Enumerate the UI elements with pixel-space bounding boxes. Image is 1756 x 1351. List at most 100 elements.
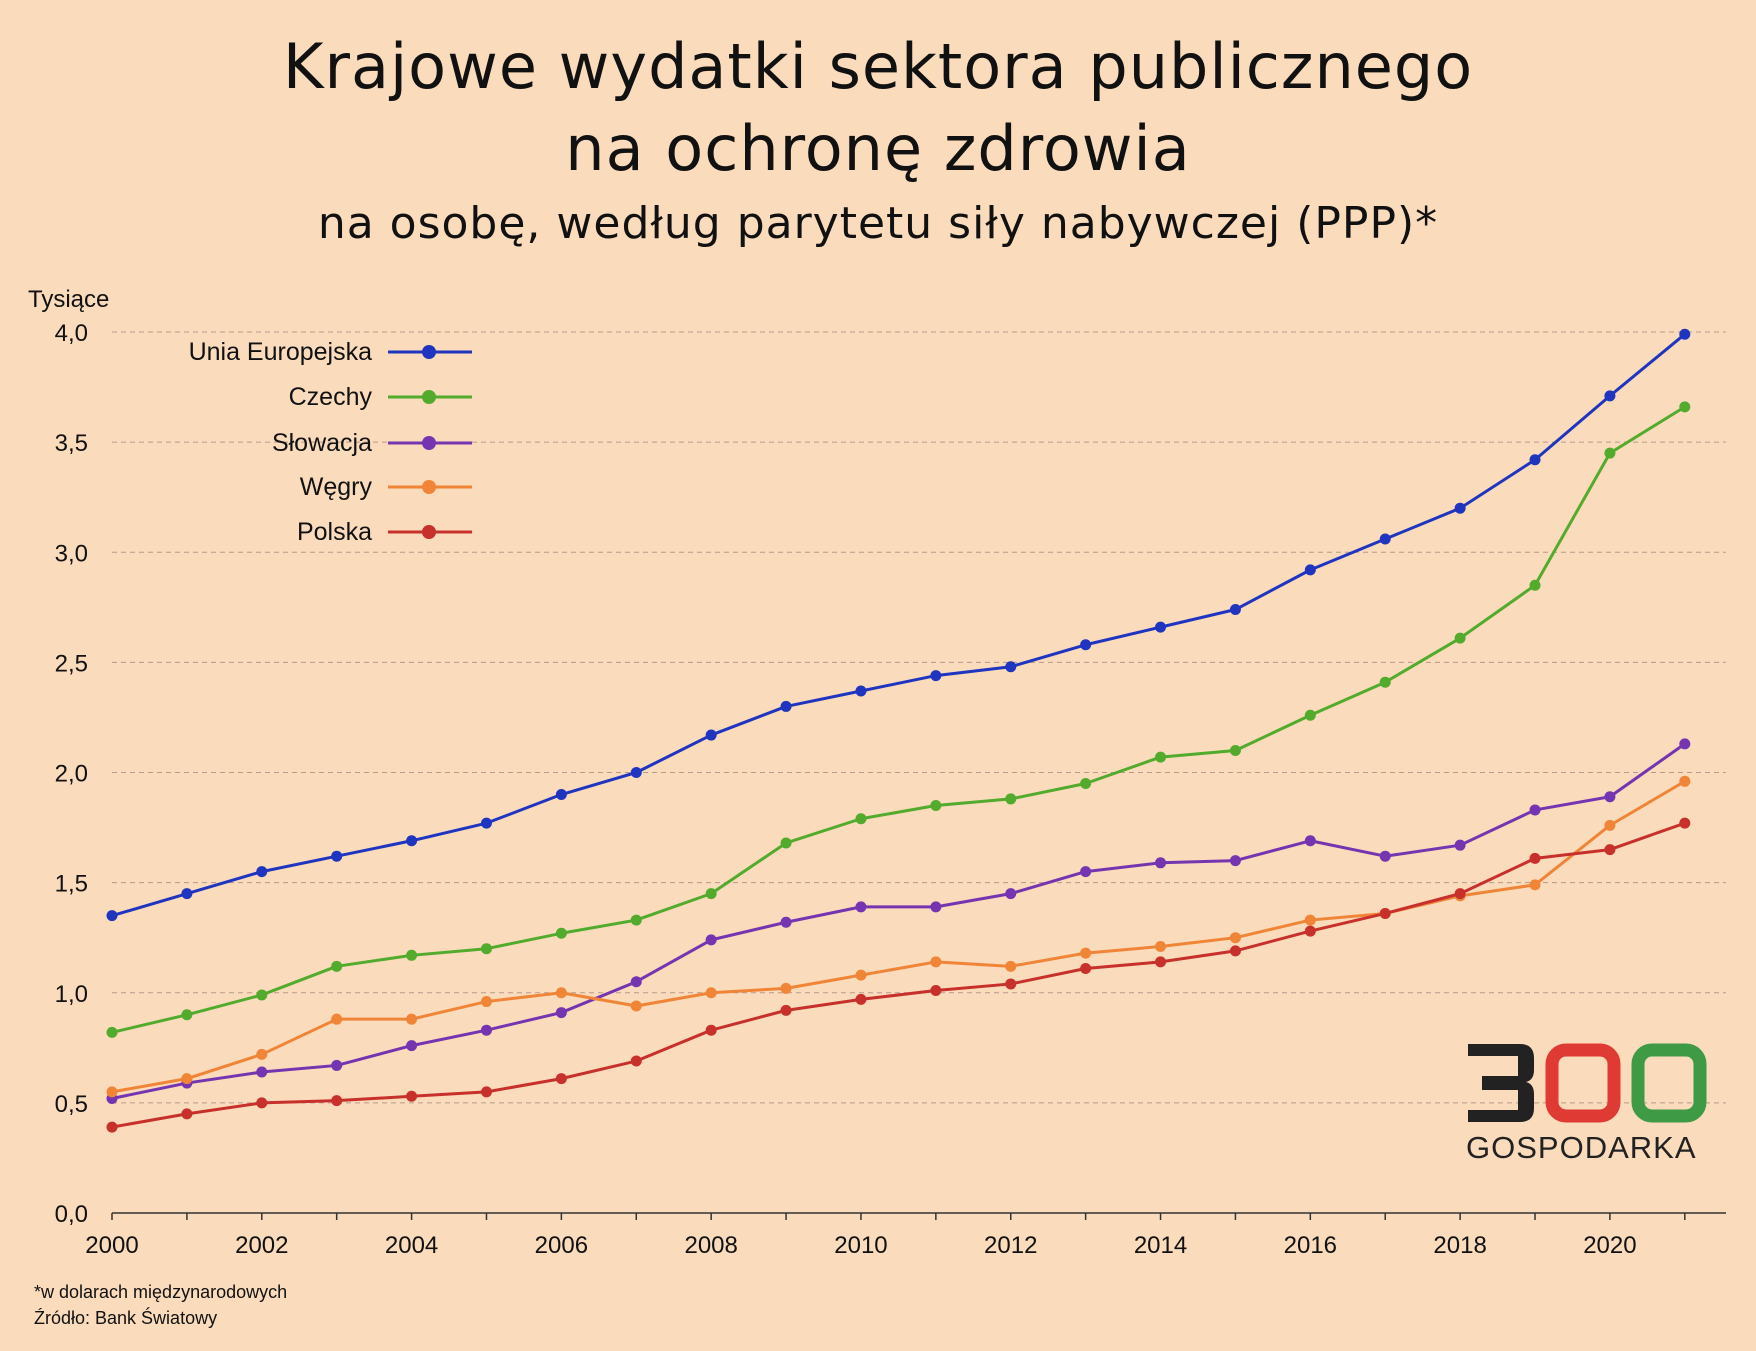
y-tick-label: 2,5: [55, 650, 88, 677]
data-point-unia-europejska: [1604, 390, 1616, 402]
data-point-polska: [480, 1086, 492, 1098]
data-point-węgry: [480, 996, 492, 1008]
data-point-słowacja: [1229, 855, 1241, 867]
data-point-czechy: [705, 888, 717, 900]
data-point-polska: [1529, 852, 1541, 864]
data-point-polska: [331, 1095, 343, 1107]
data-point-czechy: [1454, 632, 1466, 644]
data-point-czechy: [555, 927, 567, 939]
data-point-węgry: [1229, 932, 1241, 944]
chart-title-line1: Krajowe wydatki sektora publicznego: [282, 30, 1474, 103]
data-point-węgry: [855, 969, 867, 981]
data-point-węgry: [780, 982, 792, 994]
data-point-czechy: [1679, 401, 1691, 413]
x-tick-label: 2010: [834, 1232, 887, 1259]
data-point-węgry: [256, 1048, 268, 1060]
x-tick-label: 2014: [1134, 1232, 1187, 1259]
x-tick-label: 2020: [1583, 1232, 1636, 1259]
legend-marker: [422, 390, 436, 404]
data-point-unia-europejska: [181, 888, 193, 900]
data-point-słowacja: [1304, 835, 1316, 847]
x-tick-label: 2018: [1433, 1232, 1486, 1259]
y-tick-label: 4,0: [55, 320, 88, 347]
logo-notch-red: [1574, 1044, 1592, 1054]
data-point-czechy: [930, 800, 942, 812]
legend-marker: [422, 436, 436, 450]
data-point-unia-europejska: [331, 850, 343, 862]
data-point-polska: [705, 1024, 717, 1036]
data-point-węgry: [1080, 947, 1092, 959]
data-point-słowacja: [1155, 857, 1167, 869]
data-point-unia-europejska: [1679, 328, 1691, 340]
data-point-słowacja: [1529, 804, 1541, 816]
data-point-czechy: [1379, 676, 1391, 688]
data-point-czechy: [630, 914, 642, 926]
data-point-polska: [1604, 844, 1616, 856]
source-note: Źródło: Bank Światowy: [34, 1308, 218, 1328]
data-point-słowacja: [1379, 850, 1391, 862]
series-line-unia-europejska: [111, 333, 1686, 918]
logo-300: [1468, 1043, 1707, 1123]
data-point-słowacja: [855, 901, 867, 913]
data-point-czechy: [406, 949, 418, 961]
footnote: *w dolarach międzynarodowych: [34, 1282, 288, 1302]
data-point-unia-europejska: [480, 817, 492, 829]
data-point-unia-europejska: [1379, 533, 1391, 545]
data-point-węgry: [106, 1086, 118, 1098]
data-point-polska: [1679, 817, 1691, 829]
series-line-czechy: [111, 405, 1686, 1034]
data-point-polska: [930, 985, 942, 997]
data-point-polska: [1304, 925, 1316, 937]
legend-marker: [422, 525, 436, 539]
data-point-węgry: [705, 987, 717, 999]
logo-notch-green: [1660, 1112, 1678, 1122]
data-point-unia-europejska: [1454, 502, 1466, 514]
data-point-polska: [855, 993, 867, 1005]
data-point-unia-europejska: [705, 729, 717, 741]
data-point-unia-europejska: [855, 685, 867, 697]
logo-text: GOSPODARKA: [1466, 1130, 1697, 1165]
data-point-węgry: [331, 1013, 343, 1025]
data-point-unia-europejska: [930, 670, 942, 682]
data-point-unia-europejska: [106, 910, 118, 922]
data-point-czechy: [780, 837, 792, 849]
data-point-czechy: [1005, 793, 1017, 805]
data-point-węgry: [1155, 940, 1167, 952]
x-tick-label: 2008: [684, 1232, 737, 1259]
data-point-polska: [406, 1090, 418, 1102]
y-axis-label: Tysiące: [28, 286, 109, 313]
data-point-węgry: [1304, 914, 1316, 926]
data-point-słowacja: [930, 901, 942, 913]
logo-digit-3: [1468, 1044, 1534, 1122]
data-point-węgry: [181, 1073, 193, 1085]
data-point-słowacja: [1005, 888, 1017, 900]
data-point-słowacja: [630, 976, 642, 988]
y-tick-label: 3,5: [55, 430, 88, 457]
data-point-czechy: [331, 960, 343, 972]
data-point-unia-europejska: [555, 789, 567, 801]
x-tick-label: 2006: [535, 1232, 588, 1259]
data-point-węgry: [1679, 775, 1691, 787]
data-point-unia-europejska: [1229, 604, 1241, 616]
data-point-polska: [106, 1121, 118, 1133]
data-point-czechy: [181, 1009, 193, 1021]
data-point-polska: [1005, 978, 1017, 990]
data-point-węgry: [555, 987, 567, 999]
data-point-słowacja: [705, 934, 717, 946]
x-tick-label: 2002: [235, 1232, 288, 1259]
data-point-unia-europejska: [1080, 639, 1092, 651]
y-tick-label: 0,0: [55, 1201, 88, 1228]
x-tick-label: 2004: [385, 1232, 438, 1259]
data-point-węgry: [930, 956, 942, 968]
data-point-unia-europejska: [780, 700, 792, 712]
data-point-węgry: [1005, 960, 1017, 972]
data-point-słowacja: [406, 1040, 418, 1052]
legend-label: Węgry: [300, 473, 373, 501]
data-point-unia-europejska: [1304, 564, 1316, 576]
y-tick-label: 1,0: [55, 981, 88, 1008]
legend-label: Unia Europejska: [189, 338, 373, 366]
data-point-czechy: [1529, 579, 1541, 591]
y-tick-label: 2,0: [55, 761, 88, 788]
data-point-unia-europejska: [1529, 454, 1541, 466]
